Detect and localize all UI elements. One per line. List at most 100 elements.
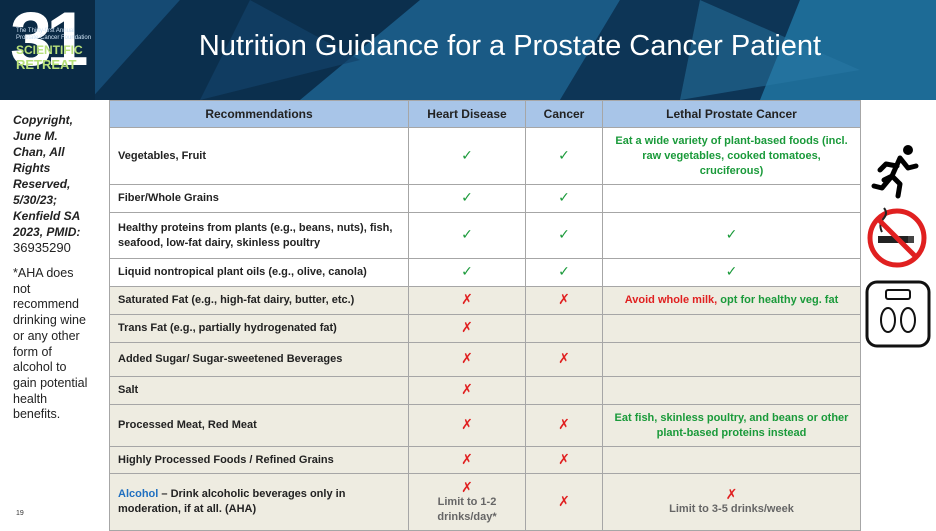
table-cell: Fiber/Whole Grains [109, 184, 409, 213]
table-cell [602, 314, 861, 343]
cell-text: ✓ [725, 226, 738, 242]
table-cell: ✗ [408, 446, 526, 474]
cell-text: ✓ [558, 226, 570, 242]
cell-text: opt for healthy veg. fat [720, 294, 839, 306]
table-cell: Vegetables, Fruit [109, 127, 409, 185]
cell-text: Saturated Fat (e.g., high-fat dairy, but… [118, 294, 355, 306]
table-cell [602, 184, 861, 213]
cell-text: ✗ [461, 450, 473, 467]
table-cell [602, 446, 861, 474]
running-icon [871, 145, 919, 199]
table-row: Trans Fat (e.g., partially hydrogenated … [109, 314, 861, 343]
header-row: Recommendations Heart Disease Cancer Lethal… [109, 100, 861, 128]
cell-text: Processed Meat, Red Meat [118, 419, 257, 431]
sidebar: Copyright, June M. Chan, All Rights Rese… [13, 112, 93, 423]
table-row: Processed Meat, Red Meat ✗ ✗ Eat fish, skin… [109, 404, 861, 447]
cell-text: ✗ [558, 350, 570, 366]
cell-text: Fiber/Whole Grains [118, 192, 219, 204]
cell-text: ✗ [461, 319, 473, 335]
table-cell [602, 342, 861, 377]
cell-text: ✗ [461, 291, 473, 307]
table-cell: ✓ [408, 127, 526, 185]
table-cell: ✓ [525, 127, 603, 185]
logo-line: SCIENTIFIC [16, 43, 83, 57]
table-row: Alcohol – Drink alcoholic beverages only… [109, 473, 861, 531]
cell-text: ✓ [461, 263, 473, 279]
note: *AHA does not recommend drinking wine or… [13, 266, 88, 422]
cell-text: ✓ [461, 226, 473, 242]
logo-number: 31 [10, 0, 89, 82]
guidance-table: Recommendations Heart Disease Cancer Lethal… [109, 100, 861, 531]
table-row: Added Sugar/ Sugar-sweetened Beverages ✗ ✗ [109, 342, 861, 377]
table-cell: ✓ [525, 184, 603, 213]
cell-text: ✓ [558, 146, 570, 163]
column-header: Lethal Prostate Cancer [602, 100, 861, 128]
table-cell: ✓ [408, 258, 526, 287]
table-row: Salt ✗ [109, 376, 861, 405]
table-row: Saturated Fat (e.g., high-fat dairy, but… [109, 286, 861, 315]
table-cell: Liquid nontropical plant oils (e.g., oli… [109, 258, 409, 287]
table-cell: Alcohol – Drink alcoholic beverages only… [109, 473, 409, 531]
table-cell: ✗ [408, 286, 526, 315]
cell-text: ✓ [461, 189, 473, 205]
no-smoking-icon [867, 207, 927, 268]
table-cell: Eat fish, skinless poultry, and beans or… [602, 404, 861, 447]
cell-text: ✗ [558, 291, 570, 307]
cell-text: Vegetables, Fruit [118, 149, 207, 162]
cell-text: Trans Fat (e.g., partially hydrogenated … [118, 322, 337, 334]
banner [0, 0, 936, 100]
cell-text: Limit to 3-5 drinks/week [669, 503, 794, 515]
table-cell: ✓ [408, 184, 526, 213]
cell-text: Alcohol [118, 488, 159, 500]
table-cell: Trans Fat (e.g., partially hydrogenated … [109, 314, 409, 343]
cell-text: ✗ [558, 450, 570, 467]
table-cell: ✗ [408, 404, 526, 447]
cell-text: Highly Processed Foods / Refined Grains [118, 453, 334, 466]
cell-text: ✗ [461, 350, 473, 366]
table-cell: Processed Meat, Red Meat [109, 404, 409, 447]
table-cell: ✗ Limit to 1-2 drinks/day* [408, 473, 526, 531]
table-cell: Avoid whole milk, opt for healthy veg. f… [602, 286, 861, 315]
table-cell: Healthy proteins from plants (e.g., bean… [109, 212, 409, 259]
table-cell: Highly Processed Foods / Refined Grains [109, 446, 409, 474]
cell-text: Avoid whole milk, [624, 294, 721, 306]
column-header: Cancer [525, 100, 603, 128]
cell-text: ✗ [725, 486, 738, 502]
cell-text: ✗ [558, 416, 570, 432]
pmid: 36935290 [13, 240, 71, 255]
cell-text: Liquid nontropical plant oils (e.g., oli… [118, 266, 367, 278]
table-cell: ✓ [602, 258, 861, 287]
table-body: Vegetables, Fruit ✓ ✓ Eat a wide variety of… [109, 127, 861, 531]
column-header: Heart Disease [408, 100, 526, 128]
table-cell [525, 314, 603, 343]
table-row: Healthy proteins from plants (e.g., bean… [109, 212, 861, 259]
cell-text: ✓ [461, 146, 473, 163]
table-cell [602, 376, 861, 405]
cell-text: ✗ [558, 492, 570, 509]
cell-text: ✓ [558, 263, 570, 279]
table-row: Highly Processed Foods / Refined Grains ✗… [109, 446, 861, 474]
logo-subtitle: The Thirty-first Annual Prostate Cancer … [16, 28, 92, 41]
scale-icon [865, 280, 931, 348]
cell-text: ✓ [725, 263, 738, 279]
logo-line: RETREAT [16, 57, 77, 72]
copyright: Copyright, June M. Chan, All Rights Rese… [13, 113, 81, 239]
table-cell: ✗ [408, 342, 526, 377]
cell-text: Salt [118, 384, 139, 396]
table-cell [525, 376, 603, 405]
table-cell: Eat a wide variety of plant-based foods … [602, 127, 861, 185]
table-cell: ✓ [525, 212, 603, 259]
table-row: Fiber/Whole Grains ✓ ✓ [109, 184, 861, 213]
column-header: Recommendations [109, 100, 409, 128]
table-cell: Salt [109, 376, 409, 405]
table-cell: ✗ [408, 376, 526, 405]
cell-text: ✗ [461, 478, 473, 495]
table-cell: ✗ [525, 286, 603, 315]
icons [865, 145, 931, 348]
table-cell: Added Sugar/ Sugar-sweetened Beverages [109, 342, 409, 377]
cell-text: – Drink alcoholic beverages only in mode… [118, 488, 346, 515]
cell-text: Limit to 1-2 drinks/day* [437, 495, 497, 523]
table-cell: ✓ [602, 212, 861, 259]
cell-text: Eat fish, skinless poultry, and beans or… [614, 411, 849, 439]
